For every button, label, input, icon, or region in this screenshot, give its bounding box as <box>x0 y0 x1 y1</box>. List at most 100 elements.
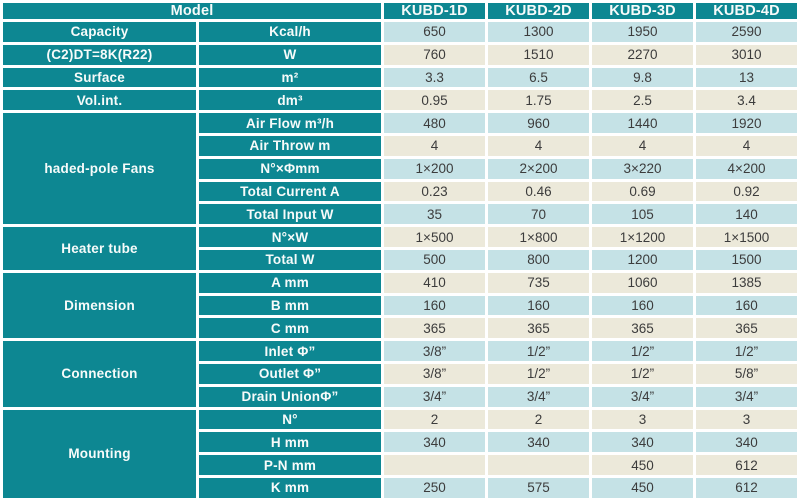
row-label: K mm <box>199 477 382 498</box>
value-cell: 2590 <box>696 22 798 42</box>
row-label: C mm <box>199 318 382 339</box>
value-cell: 160 <box>384 295 486 316</box>
value-cell: 1/2” <box>488 341 590 361</box>
value-cell: 1×800 <box>488 227 590 247</box>
table-row: Drain UnionΦ” 3/4” 3/4” 3/4” 3/4” <box>3 386 798 407</box>
value-cell: 3/8” <box>384 341 486 361</box>
value-cell: 2 <box>488 409 590 430</box>
value-cell: 1/2” <box>696 341 798 361</box>
table-row: B mm 160 160 160 160 <box>3 295 798 316</box>
value-cell: 500 <box>384 249 486 270</box>
value-cell: 735 <box>488 272 590 293</box>
table-row: (C2)DT=8K(R22) W 760 1510 2270 3010 <box>3 44 798 65</box>
table-row: Total Current A 0.23 0.46 0.69 0.92 <box>3 181 798 202</box>
value-cell: 3/4” <box>592 386 694 407</box>
model-header: Model <box>3 3 382 19</box>
value-cell: 1385 <box>696 272 798 293</box>
row-label: Total W <box>199 249 382 270</box>
table-row: Air Throw m 4 4 4 4 <box>3 135 798 156</box>
table-row: Connection Inlet Φ” 3/8” 1/2” 1/2” 1/2” <box>3 341 798 407</box>
row-group-label: (C2)DT=8K(R22) <box>3 44 196 65</box>
table-row: Surface m² 3.3 6.5 9.8 13 <box>3 67 798 88</box>
row-group-label: Capacity <box>3 22 196 42</box>
table-row: C mm 365 365 365 365 <box>3 318 798 339</box>
value-cell: 480 <box>384 113 486 133</box>
value-cell: 340 <box>488 432 590 453</box>
value-cell: 365 <box>696 318 798 339</box>
value-cell: 760 <box>384 44 486 65</box>
model-column-header: KUBD-1D <box>384 3 486 19</box>
value-cell: 450 <box>592 455 694 475</box>
table-row: Total Input W 35 70 105 140 <box>3 204 798 225</box>
table-row: haded-pole Fans Air Flow m³/h 480 960 14… <box>3 113 798 225</box>
value-cell: 3/4” <box>488 386 590 407</box>
row-label: m² <box>199 67 382 88</box>
value-cell: 2.5 <box>592 90 694 111</box>
value-cell: 0.46 <box>488 181 590 202</box>
value-cell: 0.95 <box>384 90 486 111</box>
value-cell: 0.69 <box>592 181 694 202</box>
value-cell: 35 <box>384 204 486 225</box>
value-cell: 1×1200 <box>592 227 694 247</box>
table-row: P-N mm 450 612 <box>3 455 798 475</box>
value-cell: 160 <box>592 295 694 316</box>
table-row: N°×Φmm 1×200 2×200 3×220 4×200 <box>3 158 798 179</box>
row-group-label: Mounting <box>3 409 196 498</box>
table-row: Heater tube N°×W 1×500 1×800 1×1200 1×15… <box>3 227 798 270</box>
value-cell: 340 <box>696 432 798 453</box>
value-cell: 1060 <box>592 272 694 293</box>
row-group-label: haded-pole Fans <box>3 113 196 225</box>
value-cell: 1×200 <box>384 158 486 179</box>
value-cell: 1.75 <box>488 90 590 111</box>
value-cell: 2×200 <box>488 158 590 179</box>
value-cell: 1/2” <box>592 341 694 361</box>
value-cell: 1/2” <box>592 363 694 384</box>
value-cell: 450 <box>592 477 694 498</box>
value-cell: 9.8 <box>592 67 694 88</box>
value-cell: 4 <box>696 135 798 156</box>
row-label: Air Flow m³/h <box>199 113 382 133</box>
table-row: Outlet Φ” 3/8” 1/2” 1/2” 5/8” <box>3 363 798 384</box>
value-cell: 3/4” <box>696 386 798 407</box>
row-group-label: Vol.int. <box>3 90 196 111</box>
value-cell: 1200 <box>592 249 694 270</box>
value-cell: 4 <box>592 135 694 156</box>
value-cell <box>384 455 486 475</box>
value-cell: 3.3 <box>384 67 486 88</box>
table-row: Total W 500 800 1200 1500 <box>3 249 798 270</box>
value-cell: 1×1500 <box>696 227 798 247</box>
value-cell: 612 <box>696 455 798 475</box>
table-row: Dimension A mm 410 735 1060 1385 <box>3 272 798 339</box>
row-label: Outlet Φ” <box>199 363 382 384</box>
value-cell: 3×220 <box>592 158 694 179</box>
value-cell: 250 <box>384 477 486 498</box>
row-label: Inlet Φ” <box>199 341 382 361</box>
value-cell: 3010 <box>696 44 798 65</box>
value-cell: 3 <box>696 409 798 430</box>
value-cell: 160 <box>488 295 590 316</box>
value-cell: 2 <box>384 409 486 430</box>
value-cell: 160 <box>696 295 798 316</box>
row-group-label: Connection <box>3 341 196 407</box>
value-cell: 5/8” <box>696 363 798 384</box>
row-group-label: Heater tube <box>3 227 196 270</box>
row-group-label: Dimension <box>3 272 196 339</box>
value-cell: 575 <box>488 477 590 498</box>
value-cell: 800 <box>488 249 590 270</box>
row-label: Drain UnionΦ” <box>199 386 382 407</box>
value-cell: 612 <box>696 477 798 498</box>
value-cell: 1950 <box>592 22 694 42</box>
value-cell: 13 <box>696 67 798 88</box>
value-cell: 105 <box>592 204 694 225</box>
value-cell: 365 <box>592 318 694 339</box>
row-label: P-N mm <box>199 455 382 475</box>
value-cell: 4×200 <box>696 158 798 179</box>
value-cell: 1300 <box>488 22 590 42</box>
row-label: Kcal/h <box>199 22 382 42</box>
value-cell: 1440 <box>592 113 694 133</box>
table-row: H mm 340 340 340 340 <box>3 432 798 453</box>
value-cell: 2270 <box>592 44 694 65</box>
value-cell: 410 <box>384 272 486 293</box>
